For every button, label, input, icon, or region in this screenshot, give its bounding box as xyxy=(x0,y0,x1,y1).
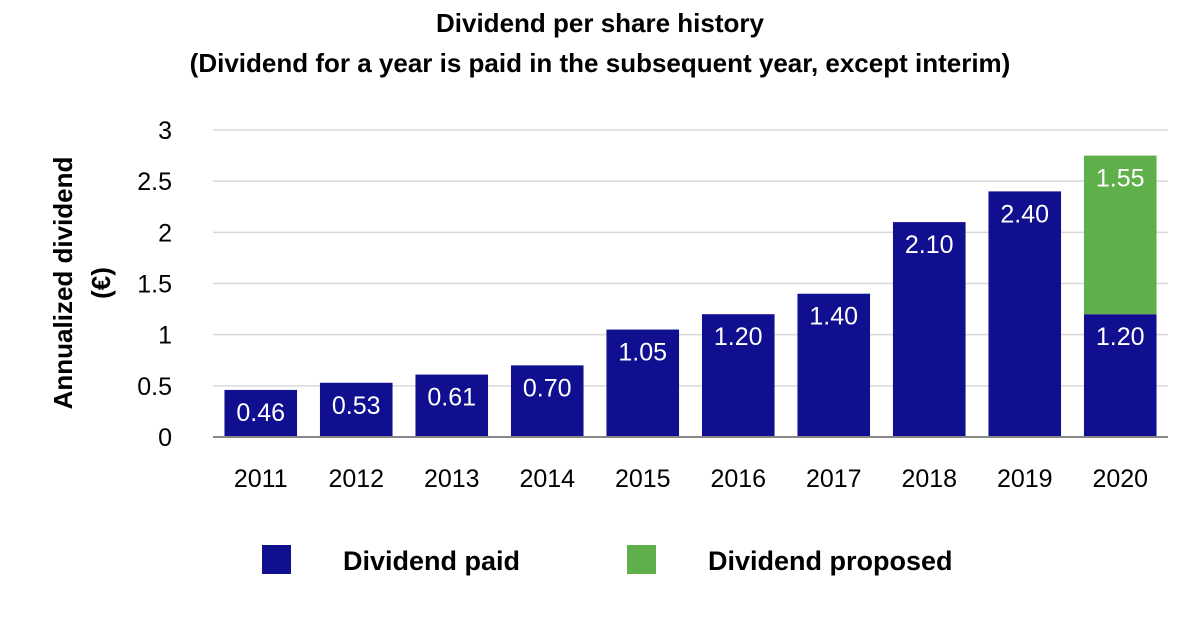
bar-value-label: 0.46 xyxy=(236,399,285,427)
y-tick-labels: 0 0.5 1 1.5 2 2.5 3 xyxy=(137,117,172,452)
legend: Dividend paid Dividend proposed xyxy=(262,545,953,576)
legend-swatch-dividend-paid xyxy=(262,545,291,574)
bar-value-label: 2.10 xyxy=(905,231,954,259)
bar-dividend-paid xyxy=(510,365,584,437)
y-tick-label: 2.5 xyxy=(137,168,172,196)
y-tick-label: 3 xyxy=(158,117,172,145)
bar-value-label: 0.61 xyxy=(427,384,476,412)
bars xyxy=(224,155,1157,437)
y-axis-title-line-2: (€) xyxy=(86,267,116,299)
bar-data-labels: 0.46 0.53 0.61 0.70 1.05 1.20 1.40 2.10 2.40 1.20… xyxy=(236,165,1144,427)
x-tick-label: 2020 xyxy=(1092,465,1148,493)
bar-dividend-paid xyxy=(988,191,1062,437)
y-tick-label: 0.5 xyxy=(137,373,172,401)
x-tick-label: 2016 xyxy=(710,465,766,493)
bar-dividend-paid xyxy=(1083,314,1157,437)
x-tick-label: 2011 xyxy=(234,465,288,493)
bar-dividend-paid xyxy=(701,314,775,437)
legend-label-dividend-paid: Dividend paid xyxy=(343,546,520,576)
bar-value-label: 2.40 xyxy=(1000,200,1049,228)
x-tick-labels: 2011 2012 2013 2014 2015 2016 2017 2018 2019 2020 xyxy=(234,465,1148,493)
bar-dividend-paid xyxy=(415,374,489,437)
bar-dividend-paid xyxy=(606,329,680,437)
bar-value-label: 1.20 xyxy=(1096,323,1145,351)
bar-value-label: 1.40 xyxy=(809,303,858,331)
x-tick-label: 2018 xyxy=(901,465,957,493)
bar-value-label: 1.55 xyxy=(1096,165,1145,193)
x-tick-label: 2019 xyxy=(997,465,1053,493)
bar-dividend-paid xyxy=(892,222,966,437)
bar-dividend-paid xyxy=(224,389,298,437)
bar-value-label: 1.20 xyxy=(714,323,763,351)
bar-value-label: 1.05 xyxy=(618,339,667,367)
x-tick-label: 2015 xyxy=(615,465,671,493)
x-tick-label: 2017 xyxy=(806,465,862,493)
x-tick-label: 2012 xyxy=(328,465,384,493)
y-axis-title: Annualized dividend (€) xyxy=(48,157,116,410)
x-tick-label: 2014 xyxy=(519,465,575,493)
bar-value-label: 0.53 xyxy=(332,392,381,420)
y-tick-label: 1.5 xyxy=(137,271,172,299)
legend-swatch-dividend-proposed xyxy=(627,545,656,574)
bar-dividend-proposed xyxy=(1083,155,1157,315)
y-tick-label: 1 xyxy=(158,322,172,350)
bar-dividend-paid xyxy=(797,293,871,437)
legend-label-dividend-proposed: Dividend proposed xyxy=(708,546,953,576)
y-tick-label: 2 xyxy=(158,219,172,247)
y-tick-label: 0 xyxy=(158,424,172,452)
bar-dividend-paid xyxy=(319,382,393,437)
y-axis-title-line-1: Annualized dividend xyxy=(48,157,78,410)
x-tick-label: 2013 xyxy=(424,465,480,493)
chart-subtitle: (Dividend for a year is paid in the subs… xyxy=(190,48,1011,78)
bar-value-label: 0.70 xyxy=(523,374,572,402)
chart-title: Dividend per share history xyxy=(436,8,765,38)
